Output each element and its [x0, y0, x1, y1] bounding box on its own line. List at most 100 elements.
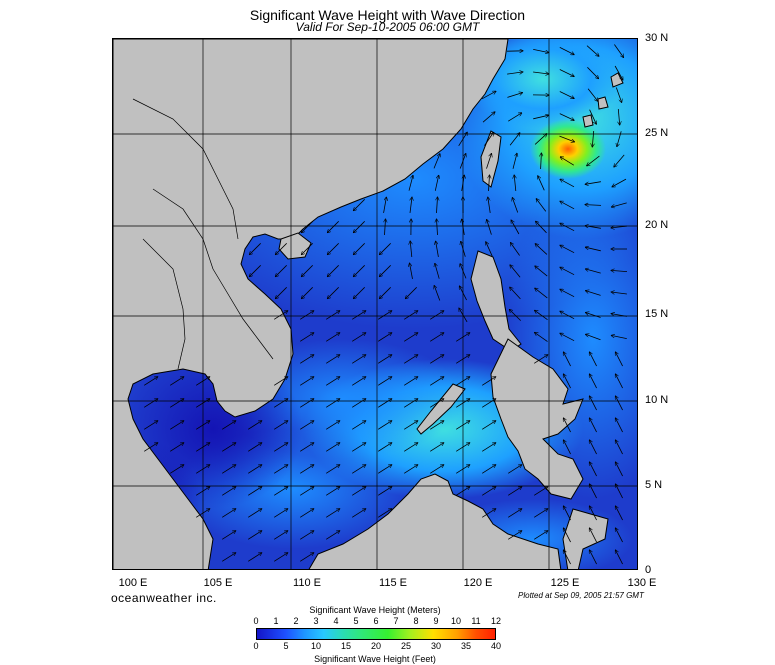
wave-direction-arrow: [169, 377, 184, 386]
wave-direction-arrow: [455, 443, 470, 452]
wave-direction-arrow: [403, 421, 418, 430]
wave-direction-arrow: [377, 333, 392, 342]
lon-label-120e: 120 E: [463, 577, 493, 589]
wave-direction-arrow: [560, 289, 575, 298]
wave-direction-arrow: [221, 443, 236, 452]
wave-direction-arrow: [559, 91, 574, 99]
lon-label-100e: 100 E: [118, 577, 148, 589]
wave-direction-arrow: [510, 243, 520, 256]
wave-direction-arrow: [560, 333, 575, 342]
wave-direction-arrow: [299, 531, 314, 540]
borders: [132, 98, 274, 370]
lat-label-5n: 5 N: [645, 479, 663, 491]
wave-direction-arrow: [560, 245, 575, 254]
wave-direction-arrow: [403, 443, 418, 452]
wave-direction-arrow: [429, 465, 444, 474]
wave-direction-arrow: [429, 399, 444, 408]
wave-direction-arrow: [327, 221, 339, 232]
colorbar-meter-tick: 9: [433, 616, 439, 626]
wave-direction-arrow: [611, 335, 627, 339]
wave-direction-arrow: [559, 69, 574, 77]
wave-direction-arrow: [589, 109, 597, 125]
wave-direction-arrow: [615, 550, 623, 565]
wave-direction-arrow: [434, 286, 441, 301]
colorbar-meter-tick: 11: [471, 616, 481, 626]
wave-direction-arrow: [459, 308, 468, 323]
colorbar-feet-tick: 35: [460, 641, 471, 651]
wave-direction-arrow: [273, 509, 288, 518]
wave-direction-arrow: [507, 531, 522, 540]
land: [113, 39, 624, 569]
land-ryukyu: [582, 72, 624, 128]
land-sulawesi: [562, 508, 609, 569]
wave-direction-arrow: [169, 443, 184, 452]
wave-direction-arrow: [143, 443, 158, 452]
wave-direction-arrow: [273, 443, 288, 452]
wave-direction-arrow: [482, 112, 495, 123]
wave-direction-arrow: [615, 506, 623, 521]
wave-direction-arrow: [273, 399, 288, 408]
wave-direction-arrow: [169, 465, 184, 474]
wave-direction-arrow: [587, 155, 600, 166]
wave-direction-arrow: [563, 550, 571, 565]
wave-direction-arrow: [586, 334, 601, 341]
wave-direction-arrow: [247, 509, 262, 518]
wave-direction-arrow: [275, 243, 287, 254]
wave-direction-arrows: [143, 44, 628, 565]
wave-direction-arrow: [589, 484, 597, 499]
wave-direction-arrow: [535, 310, 548, 321]
land-visayas-mindanao: [490, 338, 584, 500]
wave-direction-arrow: [512, 198, 519, 213]
wave-direction-arrow: [195, 377, 210, 386]
wave-direction-arrow: [455, 421, 470, 430]
wave-direction-arrow: [455, 377, 470, 386]
wave-direction-arrow: [221, 421, 236, 430]
wave-direction-arrow: [299, 509, 314, 518]
wave-direction-arrow: [195, 487, 210, 496]
wave-direction-arrow: [534, 134, 547, 145]
wave-direction-arrow: [410, 197, 412, 213]
wave-direction-arrow: [585, 181, 601, 185]
wave-direction-arrow: [481, 487, 496, 496]
wave-direction-arrow: [536, 221, 547, 234]
wave-direction-arrow: [434, 175, 438, 191]
wave-direction-arrow: [433, 154, 440, 169]
wave-direction-arrow: [301, 287, 313, 298]
wave-direction-arrow: [535, 332, 548, 342]
wave-direction-arrow: [533, 355, 548, 364]
wave-direction-arrow: [429, 311, 444, 320]
wave-direction-arrow: [299, 465, 314, 474]
wave-direction-arrow: [481, 377, 496, 386]
wave-direction-arrow: [535, 244, 548, 255]
wave-direction-arrow: [273, 311, 288, 320]
lat-label-25n: 25 N: [645, 127, 669, 139]
wave-direction-arrow: [461, 241, 466, 257]
wave-direction-arrow: [535, 266, 548, 277]
colorbar: [256, 628, 496, 640]
wave-direction-arrow: [560, 267, 575, 276]
wave-direction-arrow: [353, 221, 365, 232]
wave-direction-arrow: [351, 399, 366, 408]
wave-direction-arrow: [617, 131, 622, 146]
wave-direction-arrow: [247, 465, 262, 474]
wave-direction-arrow: [247, 443, 262, 452]
wave-direction-arrow: [221, 487, 236, 496]
wave-direction-arrow: [612, 178, 627, 187]
wave-direction-arrow: [299, 421, 314, 430]
wave-direction-arrow: [484, 132, 494, 146]
wave-direction-arrow: [377, 443, 392, 452]
wave-direction-arrow: [325, 311, 340, 320]
wave-direction-arrow: [535, 288, 548, 299]
wave-direction-arrow: [615, 528, 623, 543]
wave-direction-arrow: [587, 88, 598, 102]
lon-label-105e: 105 E: [203, 577, 233, 589]
wave-direction-arrow: [275, 287, 287, 298]
wave-direction-arrow: [563, 418, 571, 433]
wave-direction-arrow: [383, 197, 387, 213]
wave-direction-arrow: [507, 465, 522, 474]
wave-direction-arrow: [429, 355, 444, 364]
wave-direction-arrow: [351, 465, 366, 474]
colorbar-feet-tick: 15: [340, 641, 351, 651]
wave-direction-arrow: [410, 263, 413, 279]
wave-direction-arrow: [435, 263, 440, 279]
